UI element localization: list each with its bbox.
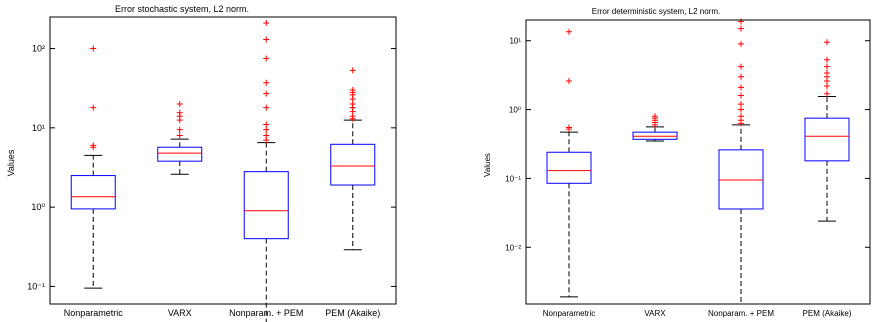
deterministic-error-panel: Error deterministic system, L2 norm. Val…	[483, 7, 871, 318]
outlier-marker	[566, 78, 572, 85]
outlier-marker	[738, 18, 744, 25]
outlier-marker	[566, 124, 572, 131]
outlier-marker	[738, 25, 744, 32]
iqr-box	[157, 146, 203, 162]
iqr-box	[632, 131, 678, 140]
outlier-marker	[738, 63, 744, 70]
outlier-marker	[263, 90, 270, 97]
axes-frame	[525, 19, 871, 305]
y-axis-label: Values	[483, 153, 492, 177]
outlier-marker	[738, 73, 744, 80]
outlier-marker	[263, 20, 270, 27]
x-tick-label: PEM (Akaike)	[325, 308, 380, 318]
outlier-marker	[90, 142, 97, 149]
y-tick-label: 10⁰	[31, 202, 45, 212]
x-tick-label: PEM (Akaike)	[803, 309, 852, 318]
outlier-marker	[824, 39, 830, 46]
outlier-marker	[176, 126, 183, 133]
x-tick-labels: Nonparametric VARX Nonparam. + PEM PEM (…	[64, 308, 381, 318]
iqr-box	[243, 171, 289, 240]
outlier-marker	[824, 69, 830, 76]
outlier-marker	[176, 132, 183, 139]
x-tick-label: Nonparametric	[64, 308, 124, 318]
y-tick-label: 10²	[32, 44, 45, 54]
box-marks	[546, 18, 850, 305]
iqr-box	[330, 143, 376, 186]
outlier-marker	[263, 36, 270, 43]
outlier-marker	[263, 55, 270, 62]
outlier-marker	[349, 87, 356, 94]
outlier-marker	[176, 100, 183, 107]
outlier-marker	[738, 113, 744, 120]
iqr-box	[718, 149, 764, 210]
outlier-marker	[738, 92, 744, 99]
x-tick-label: VARX	[644, 309, 666, 318]
y-tick-label: 10¹	[509, 37, 521, 46]
iqr-box	[546, 151, 592, 184]
outlier-marker	[824, 90, 830, 97]
outlier-marker	[90, 45, 97, 52]
outlier-marker	[176, 109, 183, 116]
outlier-marker	[90, 104, 97, 111]
iqr-box	[70, 175, 116, 210]
outlier-marker	[263, 79, 270, 86]
x-tick-label: Nonparametric	[543, 309, 595, 318]
outlier-marker	[263, 121, 270, 128]
outlier-marker	[349, 67, 356, 74]
box-marks	[70, 20, 376, 322]
panel-title: Error stochastic system, L2 norm.	[115, 4, 249, 14]
outlier-marker	[738, 84, 744, 91]
y-tick-label: 10⁰	[509, 106, 521, 115]
x-tick-labels: Nonparametric VARX Nonparam. + PEM PEM (…	[543, 309, 852, 318]
x-tick-label: Nonparam. + PEM	[708, 309, 774, 318]
y-ticks: 10⁻¹ 10⁰ 10¹ 10²	[27, 44, 396, 291]
stochastic-error-panel: Error stochastic system, L2 norm. Values…	[6, 4, 397, 322]
outlier-marker	[652, 113, 658, 120]
y-tick-label: 10⁻²	[505, 243, 521, 252]
outlier-marker	[738, 101, 744, 108]
y-tick-label: 10⁻¹	[505, 174, 521, 183]
outlier-marker	[566, 28, 572, 35]
y-ticks: 10⁻² 10⁻¹ 10⁰ 10¹	[505, 37, 870, 252]
y-axis-label: Values	[6, 149, 16, 176]
outlier-marker	[824, 63, 830, 70]
outlier-marker	[824, 56, 830, 63]
axes-frame	[49, 16, 397, 305]
outlier-marker	[738, 40, 744, 47]
outlier-marker	[738, 106, 744, 113]
y-tick-label: 10¹	[32, 123, 45, 133]
panel-title: Error deterministic system, L2 norm.	[592, 7, 720, 16]
outlier-marker	[263, 126, 270, 133]
iqr-box	[804, 117, 850, 162]
outlier-marker	[263, 132, 270, 139]
x-tick-label: VARX	[168, 308, 192, 318]
y-tick-label: 10⁻¹	[27, 281, 45, 291]
outlier-marker	[263, 104, 270, 111]
